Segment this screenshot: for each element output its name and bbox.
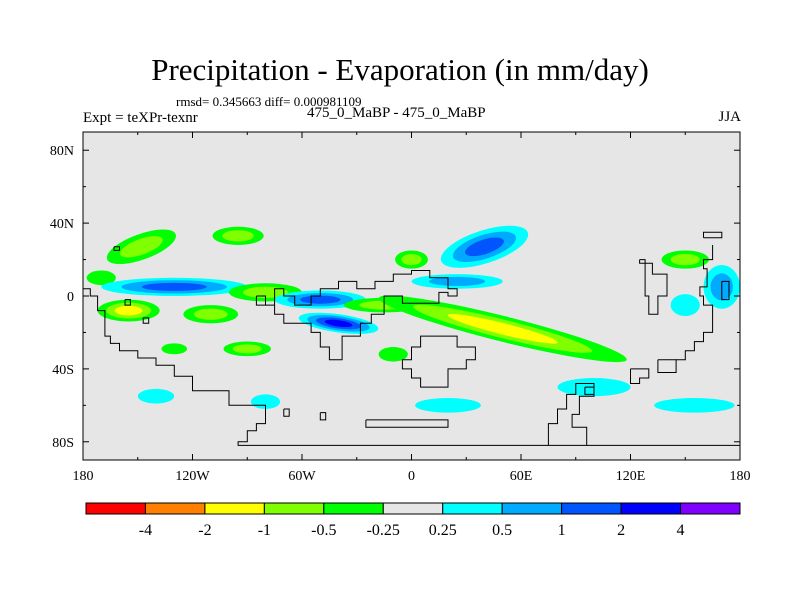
colorbar-label-8: 2: [617, 522, 625, 539]
contour-region-14-level-1: [232, 344, 262, 354]
y-tick-label-1: 40N: [50, 217, 74, 232]
coastline-16: [721, 280, 730, 301]
coastline-layer: [83, 231, 740, 446]
coastline-7: [255, 270, 458, 361]
contour-region-15-level-0: [161, 343, 188, 355]
colorbar-swatch-5: [382, 502, 444, 515]
colorbar-label-4: -0.25: [367, 522, 400, 539]
contour-region-19-level-0: [670, 294, 700, 317]
colorbar-swatch-8: [561, 502, 622, 515]
colorbar-swatch-0: [85, 502, 146, 515]
colorbar-swatch-1: [144, 502, 206, 515]
contour-region-12-level-1: [401, 253, 422, 266]
coastline-12: [547, 383, 595, 446]
coastline-11: [657, 359, 677, 373]
coastline-2: [124, 299, 131, 306]
coastline-6: [365, 419, 449, 428]
colorbar: -4 -2 -1 -0.5 -0.25 0.25 0.5 1 2 4: [85, 502, 741, 539]
run-label: 475_0_MaBP - 475_0_MaBP: [307, 105, 486, 121]
y-tick-label-4: 80S: [52, 436, 74, 451]
x-tick-label-4: 60E: [510, 469, 533, 484]
colorbar-label-3: -0.5: [311, 522, 336, 539]
contour-region-11-level-2: [465, 237, 504, 257]
contour-region-0-level-1: [120, 236, 163, 258]
coastline-3: [142, 317, 150, 324]
y-tick-label-3: 40S: [52, 363, 74, 378]
colorbar-label-2: -1: [258, 522, 271, 539]
plot-background: [83, 132, 740, 460]
coastline-1: [83, 288, 740, 446]
contour-region-22-level-0: [137, 388, 175, 404]
colorbar-swatch-4: [323, 502, 384, 515]
coastline-15: [639, 259, 668, 315]
contour-region-3-level-2: [141, 282, 207, 291]
contour-region-2-level-0: [86, 270, 116, 286]
coastline-13: [676, 245, 714, 361]
colorbar-label-0: -4: [139, 522, 152, 539]
colorbar-label-5: 0.25: [429, 522, 457, 539]
colorbar-swatch-10: [680, 502, 741, 515]
chart-title: Precipitation - Evaporation (in mm/day): [151, 52, 649, 87]
contour-region-5-level-1: [193, 308, 228, 320]
coastline-10: [630, 368, 650, 384]
contour-region-4-level-2: [114, 305, 143, 316]
colorbar-swatch-9: [620, 502, 682, 515]
colorbar-swatch-7: [501, 502, 563, 515]
coastline-5: [319, 412, 327, 421]
coastline-0: [113, 246, 120, 251]
axis-ticks: 180 120W 60W 0 60E 120E 180 80N 40N 0 40S 80S: [50, 132, 751, 484]
x-tick-label-0: 180: [73, 469, 94, 484]
contour-region-7-level-2: [299, 295, 341, 304]
x-tick-label-6: 180: [730, 469, 751, 484]
season-label: JJA: [718, 109, 741, 125]
y-tick-label-0: 80N: [50, 144, 74, 159]
contour-region-13-level-1: [429, 276, 486, 286]
coastline-4: [283, 408, 290, 417]
contour-region-21-level-0: [654, 398, 735, 413]
colorbar-swatch-6: [442, 502, 503, 515]
colorbar-swatch-2: [204, 502, 265, 515]
colorbar-label-1: -2: [198, 522, 211, 539]
contour-region-24-level-0: [415, 398, 481, 413]
contour-region-10-level-2: [447, 314, 558, 344]
contour-region-6-level-1: [243, 286, 288, 298]
x-tick-label-2: 60W: [288, 469, 316, 484]
contour-region-1-level-1: [222, 230, 254, 242]
colorbar-label-6: 0.5: [492, 522, 512, 539]
contour-region-8-level-3: [324, 319, 353, 328]
colorbar-swatch-3: [263, 502, 325, 515]
x-tick-label-5: 120E: [616, 469, 646, 484]
y-tick-label-2: 0: [67, 290, 74, 305]
x-tick-label-1: 120W: [175, 469, 210, 484]
coastline-14: [703, 231, 723, 239]
contour-layer: [86, 225, 740, 413]
contour-region-17-level-1: [670, 253, 700, 266]
experiment-label: Expt = teXPr-texnr: [83, 110, 198, 126]
colorbar-label-9: 4: [677, 522, 685, 539]
coastline-8: [401, 335, 476, 388]
x-tick-label-3: 0: [408, 469, 415, 484]
colorbar-label-7: 1: [558, 522, 566, 539]
stats-label: rmsd= 0.345663 diff= 0.000981109: [176, 94, 362, 109]
contour-region-16-level-0: [378, 347, 408, 362]
